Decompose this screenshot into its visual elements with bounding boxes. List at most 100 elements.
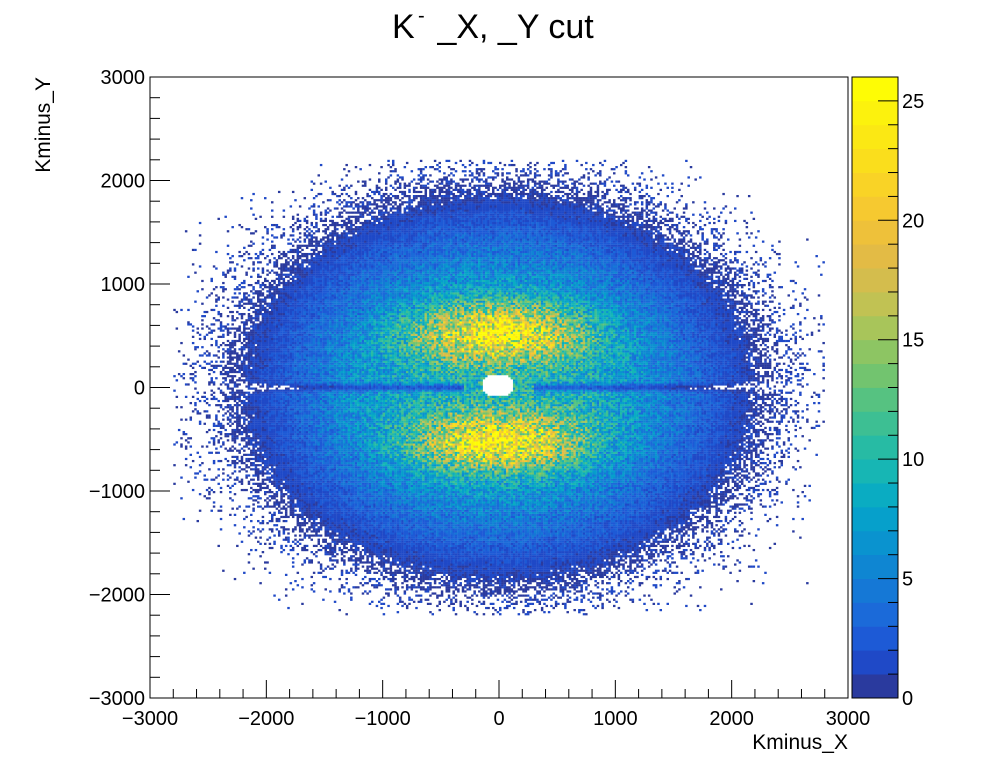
heatmap-bin xyxy=(289,383,293,386)
heatmap-bin xyxy=(240,312,244,316)
heatmap-bin xyxy=(240,346,244,349)
heatmap-bin xyxy=(296,426,300,430)
heatmap-bin xyxy=(222,443,225,446)
heatmap-bin xyxy=(261,480,265,483)
heatmap-bin xyxy=(254,470,258,473)
heatmap-bin xyxy=(238,368,241,372)
heatmap-bin xyxy=(310,284,314,287)
heatmap-bin xyxy=(268,302,272,305)
heatmap-bin xyxy=(222,393,225,396)
heatmap-bin xyxy=(257,346,260,349)
heatmap-bin xyxy=(301,457,304,461)
heatmap-bin xyxy=(247,350,251,353)
heatmap-bin xyxy=(247,244,251,247)
heatmap-bin xyxy=(305,265,309,268)
heatmap-bin xyxy=(315,331,318,334)
heatmap-bin xyxy=(259,422,262,425)
heatmap-bin xyxy=(303,548,307,552)
heatmap-bin xyxy=(268,519,272,523)
heatmap-bin xyxy=(233,478,237,481)
heatmap-bin xyxy=(315,217,318,220)
heatmap-bin xyxy=(240,352,244,355)
heatmap-bin xyxy=(322,288,325,291)
heatmap-bin xyxy=(324,540,327,543)
heatmap-bin xyxy=(322,476,325,479)
heatmap-bin xyxy=(259,439,262,442)
heatmap-bin xyxy=(238,255,241,258)
heatmap-bin xyxy=(282,476,286,479)
heatmap-bin xyxy=(294,337,297,341)
heatmap-bin xyxy=(280,476,283,479)
heatmap-bin xyxy=(294,478,297,481)
heatmap-bin xyxy=(266,356,269,359)
heatmap-bin xyxy=(264,464,267,467)
heatmap-bin xyxy=(203,495,206,498)
heatmap-bin xyxy=(280,472,283,475)
heatmap-bin xyxy=(215,476,218,479)
heatmap-bin xyxy=(284,329,288,332)
heatmap-bin xyxy=(280,265,283,268)
heatmap-bin xyxy=(273,524,276,527)
heatmap-bin xyxy=(308,319,311,322)
heatmap-bin xyxy=(226,366,230,370)
heatmap-bin xyxy=(317,300,320,303)
heatmap-bin xyxy=(277,335,281,338)
heatmap-bin xyxy=(233,304,237,307)
heatmap-bin xyxy=(226,360,230,363)
heatmap-bin xyxy=(175,395,179,398)
heatmap-bin xyxy=(305,273,309,276)
heatmap-bin xyxy=(317,277,320,281)
heatmap-bin xyxy=(280,329,283,332)
heatmap-bin xyxy=(212,383,216,386)
heatmap-bin xyxy=(301,292,304,295)
heatmap-bin xyxy=(254,426,258,430)
heatmap-bin xyxy=(317,491,320,494)
heatmap-bin xyxy=(261,335,265,338)
heatmap-bin xyxy=(312,348,316,351)
heatmap-bin xyxy=(245,364,248,367)
heatmap-bin xyxy=(268,379,272,382)
heatmap-bin xyxy=(291,348,295,351)
heatmap-bin xyxy=(305,226,309,229)
heatmap-bin xyxy=(219,406,223,409)
heatmap-bin xyxy=(298,499,302,502)
heatmap-bin xyxy=(312,495,316,498)
heatmap-bin xyxy=(257,362,260,365)
heatmap-bin xyxy=(273,470,276,473)
heatmap-bin xyxy=(296,457,300,461)
heatmap-bin xyxy=(261,252,265,256)
heatmap-bin xyxy=(191,488,195,492)
heatmap-bin xyxy=(275,453,279,456)
heatmap-bin xyxy=(303,329,307,332)
heatmap-bin xyxy=(287,368,290,372)
heatmap-bin xyxy=(282,422,286,425)
heatmap-bin xyxy=(301,290,304,293)
heatmap-bin xyxy=(282,279,286,283)
heatmap-bin xyxy=(268,315,272,318)
heatmap-bin xyxy=(298,236,302,239)
heatmap-bin xyxy=(312,459,316,463)
heatmap-bin xyxy=(319,486,323,490)
heatmap-bin xyxy=(317,271,320,274)
heatmap-bin xyxy=(254,433,258,436)
heatmap-bin xyxy=(291,306,295,309)
heatmap-bin xyxy=(210,364,213,367)
heatmap-bin xyxy=(238,339,241,343)
heatmap-bin xyxy=(224,273,227,276)
heatmap-bin xyxy=(289,416,293,419)
heatmap-bin xyxy=(315,522,318,525)
heatmap-bin xyxy=(287,439,290,442)
heatmap-bin xyxy=(273,337,276,341)
heatmap-bin xyxy=(250,207,253,210)
heatmap-bin xyxy=(319,348,323,351)
heatmap-bin xyxy=(319,286,323,289)
heatmap-bin xyxy=(284,265,288,268)
heatmap-bin xyxy=(254,281,258,285)
heatmap-bin xyxy=(250,416,253,419)
heatmap-bin xyxy=(282,470,286,473)
heatmap-bin xyxy=(291,511,295,514)
heatmap-bin xyxy=(317,354,320,357)
heatmap-bin xyxy=(261,408,265,411)
heatmap-bin xyxy=(270,215,274,218)
